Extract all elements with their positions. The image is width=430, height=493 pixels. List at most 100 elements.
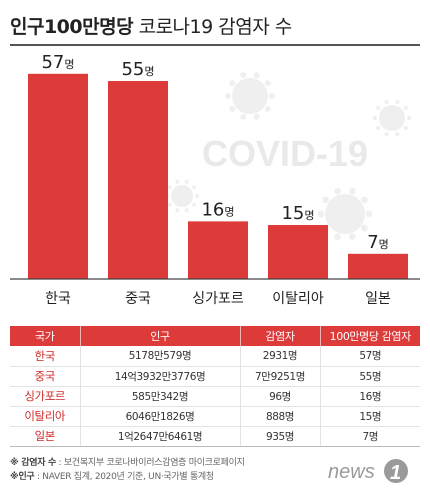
virus-spike	[253, 72, 260, 79]
virus-spike	[175, 208, 180, 213]
bar-0	[28, 73, 88, 279]
data-label-3: 15명	[281, 203, 314, 224]
table-row: 싱가포르 585만342명 96명 16명	[10, 386, 420, 407]
table-row: 중국 14억3932만3776명 7만9251명 55명	[10, 366, 420, 387]
virus-decoration	[165, 72, 412, 241]
cell-population: 5178만579명	[80, 346, 241, 367]
cell-population: 14억3932만3776명	[80, 366, 241, 387]
virus-spike	[334, 233, 341, 241]
cell-infected: 7만9251명	[240, 366, 321, 387]
cell-per-million: 16명	[320, 386, 420, 407]
virus-spike	[395, 132, 400, 137]
note-label: ※인구	[10, 472, 35, 482]
virus-spike	[384, 132, 389, 137]
cell-population: 6046만1826명	[80, 406, 241, 427]
table-row: 이탈리아 6046만1826명 888명 15명	[10, 406, 420, 427]
table-row: 일본 1억2647만6461명 935명 7명	[10, 426, 420, 447]
virus-spike	[365, 210, 373, 218]
logo-number: 1	[390, 462, 401, 484]
virus-spike	[406, 115, 412, 121]
category-label-3: 이탈리아	[272, 291, 324, 307]
logo-badge	[384, 459, 408, 483]
note-line: ※ 감염자 수 : 보건복지부 코로나바이러스감염증 마이크로페이지	[10, 456, 245, 470]
virus-spike	[167, 202, 172, 207]
source-notes: ※ 감염자 수 : 보건복지부 코로나바이러스감염증 마이크로페이지 ※인구 :…	[10, 456, 245, 484]
cell-population: 1억2647만6461명	[80, 426, 241, 447]
virus-spike	[192, 202, 197, 207]
virus-spike	[349, 187, 356, 195]
data-label-0: 57명	[41, 52, 74, 73]
virus-spike	[184, 179, 189, 184]
header-infected: 감염자	[240, 326, 321, 346]
title-bold: 인구100만명당	[10, 16, 134, 38]
data-table: 국가 인구 감염자 100만명당 감염자 한국 5178만579명 2931명 …	[10, 326, 420, 447]
cell-per-million: 15명	[320, 406, 420, 427]
note-label: ※ 감염자 수	[10, 458, 57, 468]
data-label-4: 7명	[367, 232, 389, 253]
cell-per-million: 7명	[320, 426, 420, 447]
note-text: : NAVER 집계, 2020년 기준, UN·국가별 통계청	[34, 472, 214, 482]
virus-spike	[376, 125, 381, 131]
virus-spike	[195, 194, 199, 198]
cell-infected: 935명	[240, 426, 321, 447]
cell-country: 중국	[10, 366, 81, 387]
virus-spike	[317, 210, 325, 218]
title-rest: 코로나19 감염자 수	[133, 16, 293, 38]
cell-infected: 96명	[240, 386, 321, 407]
virus-spike	[361, 196, 368, 204]
logo-text: news	[328, 461, 375, 483]
note-line: ※인구 : NAVER 집계, 2020년 기준, UN·국가별 통계청	[10, 470, 245, 484]
cell-country: 한국	[10, 346, 81, 367]
virus-spike	[167, 185, 172, 190]
cell-country: 싱가포르	[10, 386, 81, 407]
virus-spike	[175, 179, 180, 184]
virus-spike	[225, 93, 231, 99]
bar-1	[108, 81, 168, 279]
virus-icon	[379, 105, 405, 131]
page-title: 인구100만명당 코로나19 감염자 수	[10, 12, 292, 39]
table-header-row: 국가 인구 감염자 100만명당 감염자	[10, 326, 420, 346]
bar-4	[348, 253, 408, 279]
virus-spike	[403, 125, 408, 131]
virus-spike	[269, 93, 275, 99]
header-per-million: 100만명당 감염자	[320, 326, 420, 346]
virus-spike	[264, 80, 271, 87]
cell-country: 일본	[10, 426, 81, 447]
title-divider	[10, 44, 420, 46]
bar-2	[188, 221, 248, 279]
virus-spike	[240, 72, 247, 79]
virus-spike	[322, 196, 329, 204]
bar-3	[268, 225, 328, 279]
cell-country: 이탈리아	[10, 406, 81, 427]
virus-spike	[403, 105, 408, 111]
virus-icon	[325, 194, 365, 234]
cell-infected: 2931명	[240, 346, 321, 367]
virus-spike	[229, 80, 236, 87]
header-population: 인구	[80, 326, 241, 346]
virus-icon	[171, 185, 193, 207]
table-row: 한국 5178만579명 2931명 57명	[10, 346, 420, 367]
category-label-0: 한국	[45, 291, 71, 307]
virus-icon	[232, 78, 268, 114]
category-label-2: 싱가포르	[192, 291, 244, 307]
virus-spike	[229, 105, 236, 112]
virus-spike	[264, 105, 271, 112]
virus-spike	[334, 187, 341, 195]
cell-per-million: 55명	[320, 366, 420, 387]
category-label-4: 일본	[365, 291, 391, 307]
virus-spike	[192, 185, 197, 190]
news1-logo: news 1	[328, 459, 408, 484]
virus-spike	[240, 113, 247, 120]
virus-spike	[395, 99, 400, 104]
note-text: : 보건복지부 코로나바이러스감염증 마이크로페이지	[56, 458, 245, 468]
cell-population: 585만342명	[80, 386, 241, 407]
virus-spike	[376, 105, 381, 111]
cell-infected: 888명	[240, 406, 321, 427]
virus-spike	[372, 115, 378, 121]
category-label-1: 중국	[125, 291, 151, 307]
virus-spike	[184, 208, 189, 213]
virus-spike	[253, 113, 260, 120]
data-label-1: 55명	[121, 59, 154, 80]
cell-per-million: 57명	[320, 346, 420, 367]
